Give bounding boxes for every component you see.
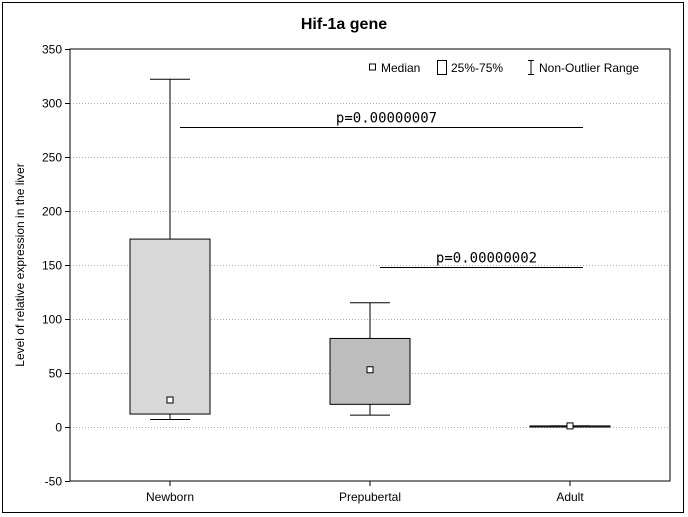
- y-tick-label: 250: [42, 151, 62, 165]
- y-tick-label: 50: [49, 367, 63, 381]
- x-tick-label: Newborn: [146, 490, 194, 504]
- iqr-box: [129, 238, 211, 415]
- x-axis: Newborn Prepubertal Adult: [146, 481, 584, 504]
- median-marker: [566, 422, 574, 430]
- box-newborn: [129, 78, 211, 420]
- legend: Median 25%-75% Non-Outlier Range: [369, 60, 639, 75]
- y-axis-label: Level of relative expression in the live…: [13, 163, 27, 366]
- chart-title: Hif-1a gene: [301, 16, 387, 33]
- y-tick-label: 0: [55, 421, 62, 435]
- y-tick-label: -50: [45, 475, 63, 489]
- x-tick-label: Prepubertal: [339, 490, 401, 504]
- y-tick-label: 200: [42, 205, 62, 219]
- annotations-layer: p=0.00000007 p=0.00000002: [180, 111, 583, 268]
- legend-median-label: Median: [381, 61, 420, 75]
- y-axis: -50 0 50 100 150 200 250 300 350: [42, 43, 70, 489]
- box-adult: [529, 422, 611, 430]
- legend-median-marker: [369, 63, 376, 71]
- boxes-layer: [129, 78, 611, 430]
- median-marker: [366, 366, 374, 374]
- y-tick-label: 150: [42, 259, 62, 273]
- legend-whisker-label: Non-Outlier Range: [539, 61, 639, 75]
- y-tick-label: 100: [42, 313, 62, 327]
- y-tick-label: 350: [42, 43, 62, 57]
- y-tick-label: 300: [42, 97, 62, 111]
- legend-whisker-marker: [528, 60, 534, 75]
- legend-box-label: 25%-75%: [451, 61, 503, 75]
- box-prepubertal: [329, 302, 411, 416]
- p-value-label: p=0.00000002: [436, 251, 537, 267]
- x-tick-label: Adult: [556, 490, 584, 504]
- legend-box-marker: [437, 60, 447, 75]
- p-value-label: p=0.00000007: [336, 111, 437, 127]
- median-marker: [166, 396, 174, 404]
